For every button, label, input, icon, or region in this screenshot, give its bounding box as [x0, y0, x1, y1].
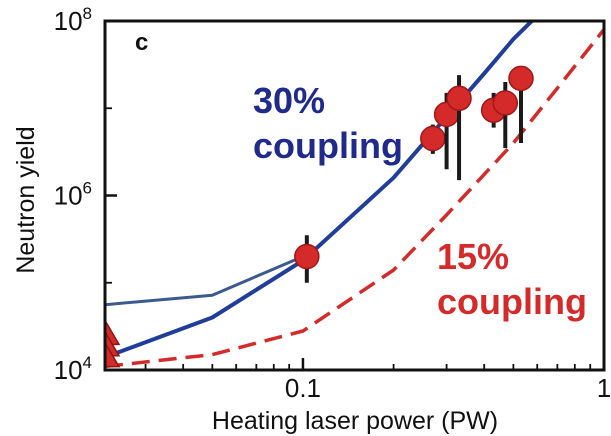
annotation-1: 30% coupling — [253, 80, 403, 166]
y-tick-label: 104 — [54, 353, 92, 385]
data-point — [294, 243, 320, 270]
annotation-line: 30% — [253, 80, 325, 121]
y-tick-base: 10 — [54, 355, 83, 385]
annotation-line: coupling — [253, 125, 403, 166]
y-tick-label: 106 — [54, 179, 92, 211]
y-tick-exponent: 6 — [83, 179, 92, 198]
annotation-line: coupling — [437, 281, 587, 322]
y-tick-exponent: 8 — [83, 4, 92, 23]
series-line-2 — [105, 28, 604, 369]
annotation-line: 15% — [437, 236, 509, 277]
triangle-point — [105, 341, 121, 368]
data-point — [508, 65, 534, 92]
x-tick-label: 0.1 — [285, 373, 321, 403]
annotation-2: 15% coupling — [437, 236, 587, 322]
x-axis-title: Heating laser power (PW) — [212, 407, 498, 435]
data-point — [446, 85, 472, 112]
y-axis-title: Neutron yield — [12, 126, 40, 273]
plot-area — [105, 21, 604, 369]
data-point — [420, 125, 446, 152]
series-line-1 — [105, 21, 535, 360]
y-tick-base: 10 — [54, 181, 83, 211]
panel-letter: c — [135, 29, 148, 56]
series-line-3 — [105, 255, 305, 307]
x-tick-label: 1 — [597, 373, 611, 403]
data-point — [492, 90, 519, 116]
y-tick-label: 108 — [54, 4, 92, 36]
y-tick-base: 10 — [54, 6, 83, 36]
y-tick-exponent: 4 — [83, 353, 92, 372]
